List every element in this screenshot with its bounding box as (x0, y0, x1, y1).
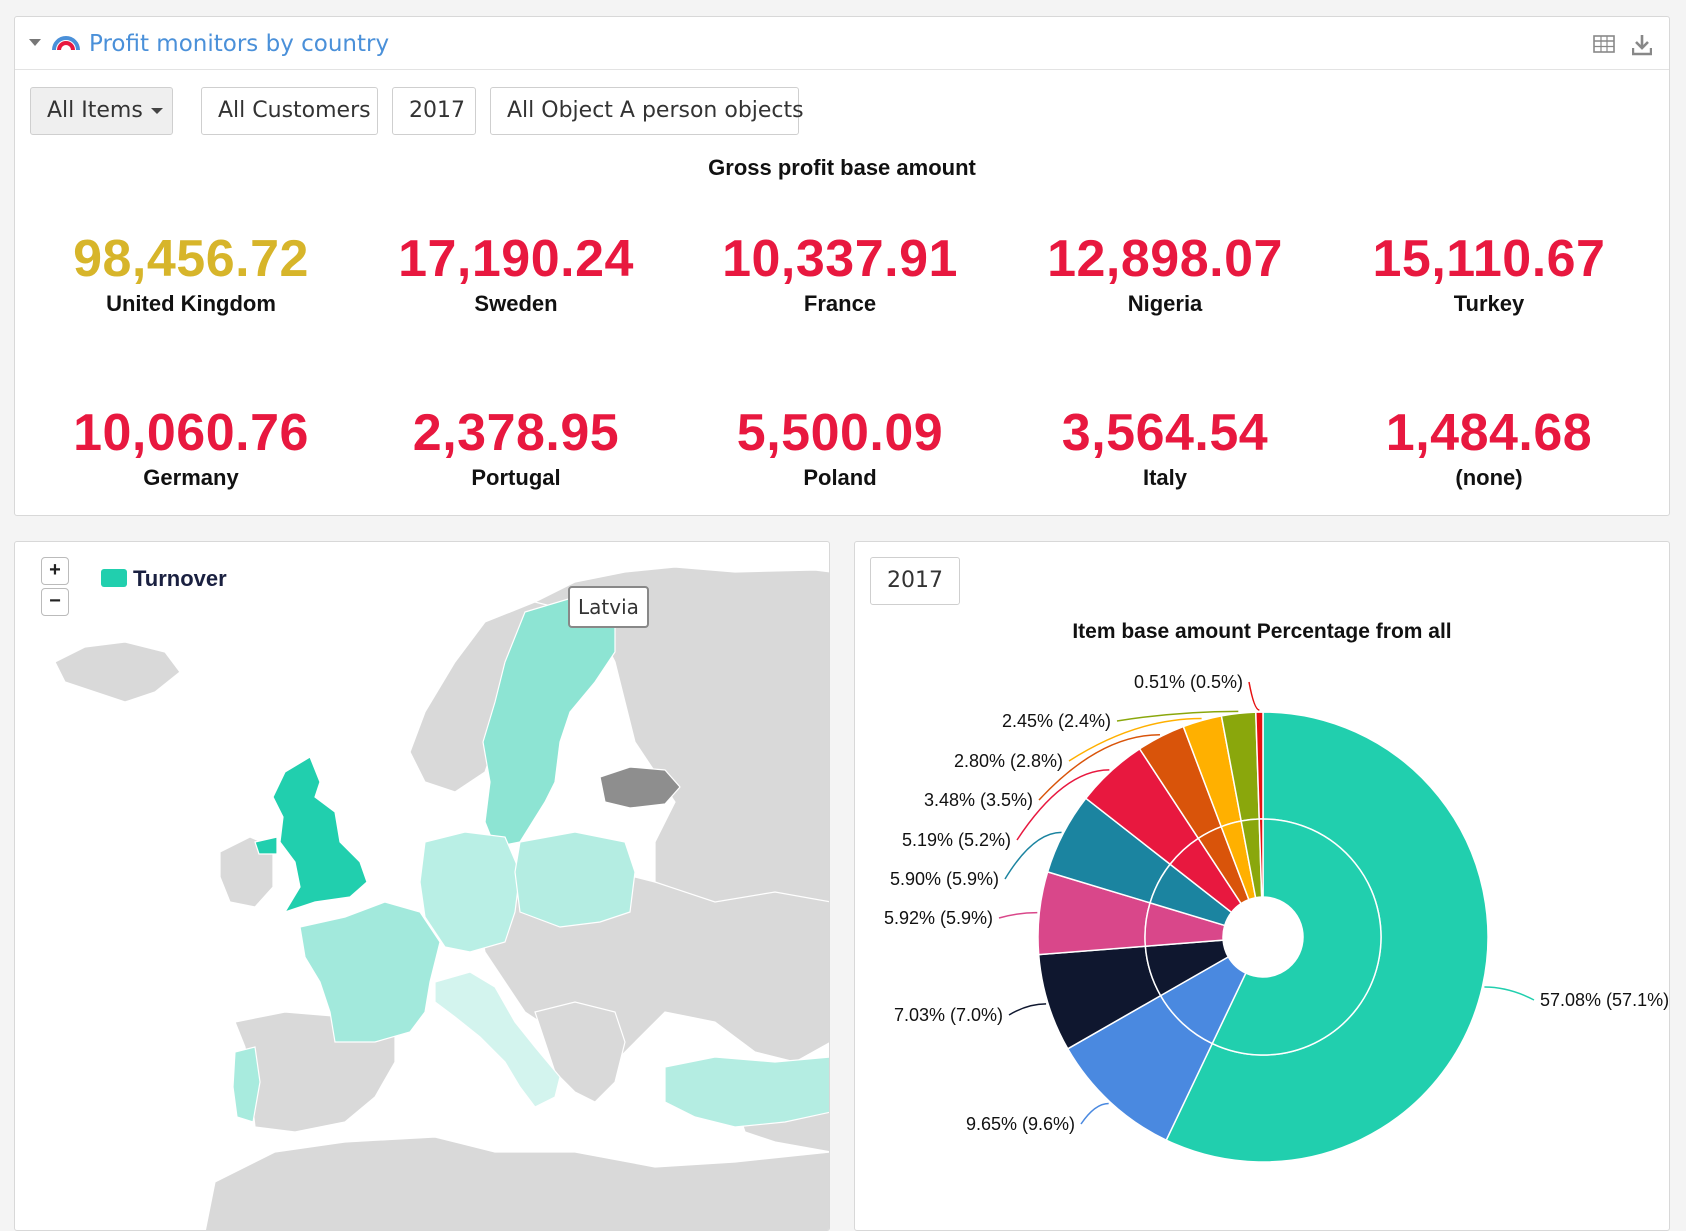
kpi-label: United Kingdom (106, 291, 276, 316)
country-portugal (232, 1046, 261, 1123)
country-italy (434, 971, 561, 1108)
country-northern-ireland (254, 836, 278, 855)
country-germany (419, 831, 521, 953)
kpi-card[interactable]: 17,190.24 Sweden (351, 229, 681, 317)
slice-data-label: 9.65% (9.6%) (966, 1114, 1075, 1134)
country-france (299, 901, 441, 1043)
download-icon[interactable] (1632, 34, 1652, 56)
object-filter-label: All Object A person objects (507, 98, 804, 123)
kpi-value: 3,564.54 (1061, 404, 1269, 462)
kpi-value: 2,378.95 (412, 404, 620, 462)
kpi-value: 12,898.07 (1047, 230, 1283, 288)
zoom-out-button[interactable]: − (41, 588, 69, 616)
chart-title: Item base amount Percentage from all (1072, 620, 1452, 643)
profit-monitor-panel: Profit monitors by country All Items All… (14, 16, 1670, 516)
label-connector (1008, 1003, 1047, 1016)
kpi-label: Germany (143, 465, 239, 490)
highlighted-countries (232, 596, 829, 1128)
country-turkey (664, 1056, 829, 1128)
year-filter-chip[interactable]: 2017 (870, 557, 960, 605)
kpi-value: 17,190.24 (398, 230, 634, 288)
kpi-label: Turkey (1453, 291, 1525, 316)
slice-data-label: 7.03% (7.0%) (894, 1005, 1003, 1025)
kpi-card[interactable]: 1,484.68 (none) (1324, 403, 1654, 491)
country-latvia[interactable] (599, 766, 681, 809)
year-filter-button[interactable]: 2017 (392, 87, 476, 135)
slice-data-label: 2.45% (2.4%) (1002, 711, 1111, 731)
kpi-label: France (803, 291, 877, 316)
slice-data-label: 5.19% (5.2%) (902, 830, 1011, 850)
map-panel: + − Turnover Latvia (14, 541, 830, 1231)
donut-chart: 57.08% (57.1%) 9.65% (9.6%) 7.03% (7.0%) 5.… (884, 672, 1669, 1163)
slice-data-label: 0.51% (0.5%) (1134, 672, 1243, 692)
map-tooltip: Latvia (568, 586, 649, 628)
donut-hole (1223, 897, 1303, 977)
kpi-value: 10,060.76 (73, 404, 309, 462)
kpi-title: Gross profit base amount (708, 155, 976, 180)
slice-data-label: 5.90% (5.9%) (890, 869, 999, 889)
items-filter-label: All Items (47, 98, 143, 123)
panel-title[interactable]: Profit monitors by country (89, 31, 390, 57)
europe-map[interactable] (15, 542, 830, 1231)
country-poland (514, 831, 636, 928)
kpi-card[interactable]: 2,378.95 Portugal (351, 403, 681, 491)
kpi-card[interactable]: 12,898.07 Nigeria (1000, 229, 1330, 317)
kpi-label: Italy (1142, 465, 1188, 490)
slice-data-label: 2.80% (2.8%) (954, 751, 1063, 771)
kpi-value: 98,456.72 (73, 230, 309, 288)
kpi-label: Nigeria (1127, 291, 1203, 316)
label-connector (1068, 717, 1202, 762)
zoom-in-button[interactable]: + (41, 557, 69, 585)
collapse-caret-icon[interactable] (29, 39, 41, 46)
label-connector (1004, 831, 1062, 880)
kpi-label: Portugal (471, 465, 561, 490)
country-sweden (482, 596, 616, 848)
kpi-value: 1,484.68 (1385, 404, 1593, 462)
legend-label: Turnover (133, 566, 227, 591)
slice-data-label: 3.48% (3.5%) (924, 790, 1033, 810)
label-connector (998, 911, 1038, 919)
kpi-card[interactable]: 10,060.76 Germany (26, 403, 356, 491)
items-filter-dropdown[interactable]: All Items (30, 87, 173, 135)
rainbow-logo-icon (52, 36, 80, 51)
legend-swatch (101, 569, 127, 587)
country-united-kingdom (272, 756, 368, 914)
kpi-card[interactable]: 15,110.67 Turkey (1324, 229, 1654, 317)
kpi-value: 10,337.91 (722, 230, 958, 288)
label-connector (1116, 710, 1239, 722)
kpi-value: 5,500.09 (736, 404, 944, 462)
year-filter-label: 2017 (409, 98, 465, 123)
slice-data-label: 57.08% (57.1%) (1540, 990, 1669, 1010)
label-connector (1080, 1102, 1109, 1125)
label-connector (1038, 733, 1160, 801)
label-connector (1484, 986, 1535, 1001)
table-icon[interactable] (1593, 34, 1615, 54)
kpi-label: Poland (803, 465, 877, 490)
pie-chart-panel: 2017 Item base amount Percentage from al… (854, 541, 1670, 1231)
kpi-label: Sweden (474, 291, 558, 316)
kpi-card[interactable]: 98,456.72 United Kingdom (26, 229, 356, 317)
kpi-card[interactable]: 3,564.54 Italy (1000, 403, 1330, 491)
customers-filter-label: All Customers (218, 98, 371, 123)
kpi-value: 15,110.67 (1372, 230, 1606, 288)
panel-header: Profit monitors by country (15, 17, 1669, 70)
kpi-card[interactable]: 5,500.09 Poland (675, 403, 1005, 491)
customers-filter-button[interactable]: All Customers (201, 87, 378, 135)
label-connector (1016, 769, 1110, 841)
object-filter-button[interactable]: All Object A person objects (490, 87, 804, 135)
slice-data-label: 5.92% (5.9%) (884, 908, 993, 928)
chevron-down-icon (150, 108, 163, 114)
kpi-card[interactable]: 10,337.91 France (675, 229, 1005, 317)
label-connector (1248, 681, 1260, 711)
kpi-label: (none) (1455, 465, 1523, 490)
